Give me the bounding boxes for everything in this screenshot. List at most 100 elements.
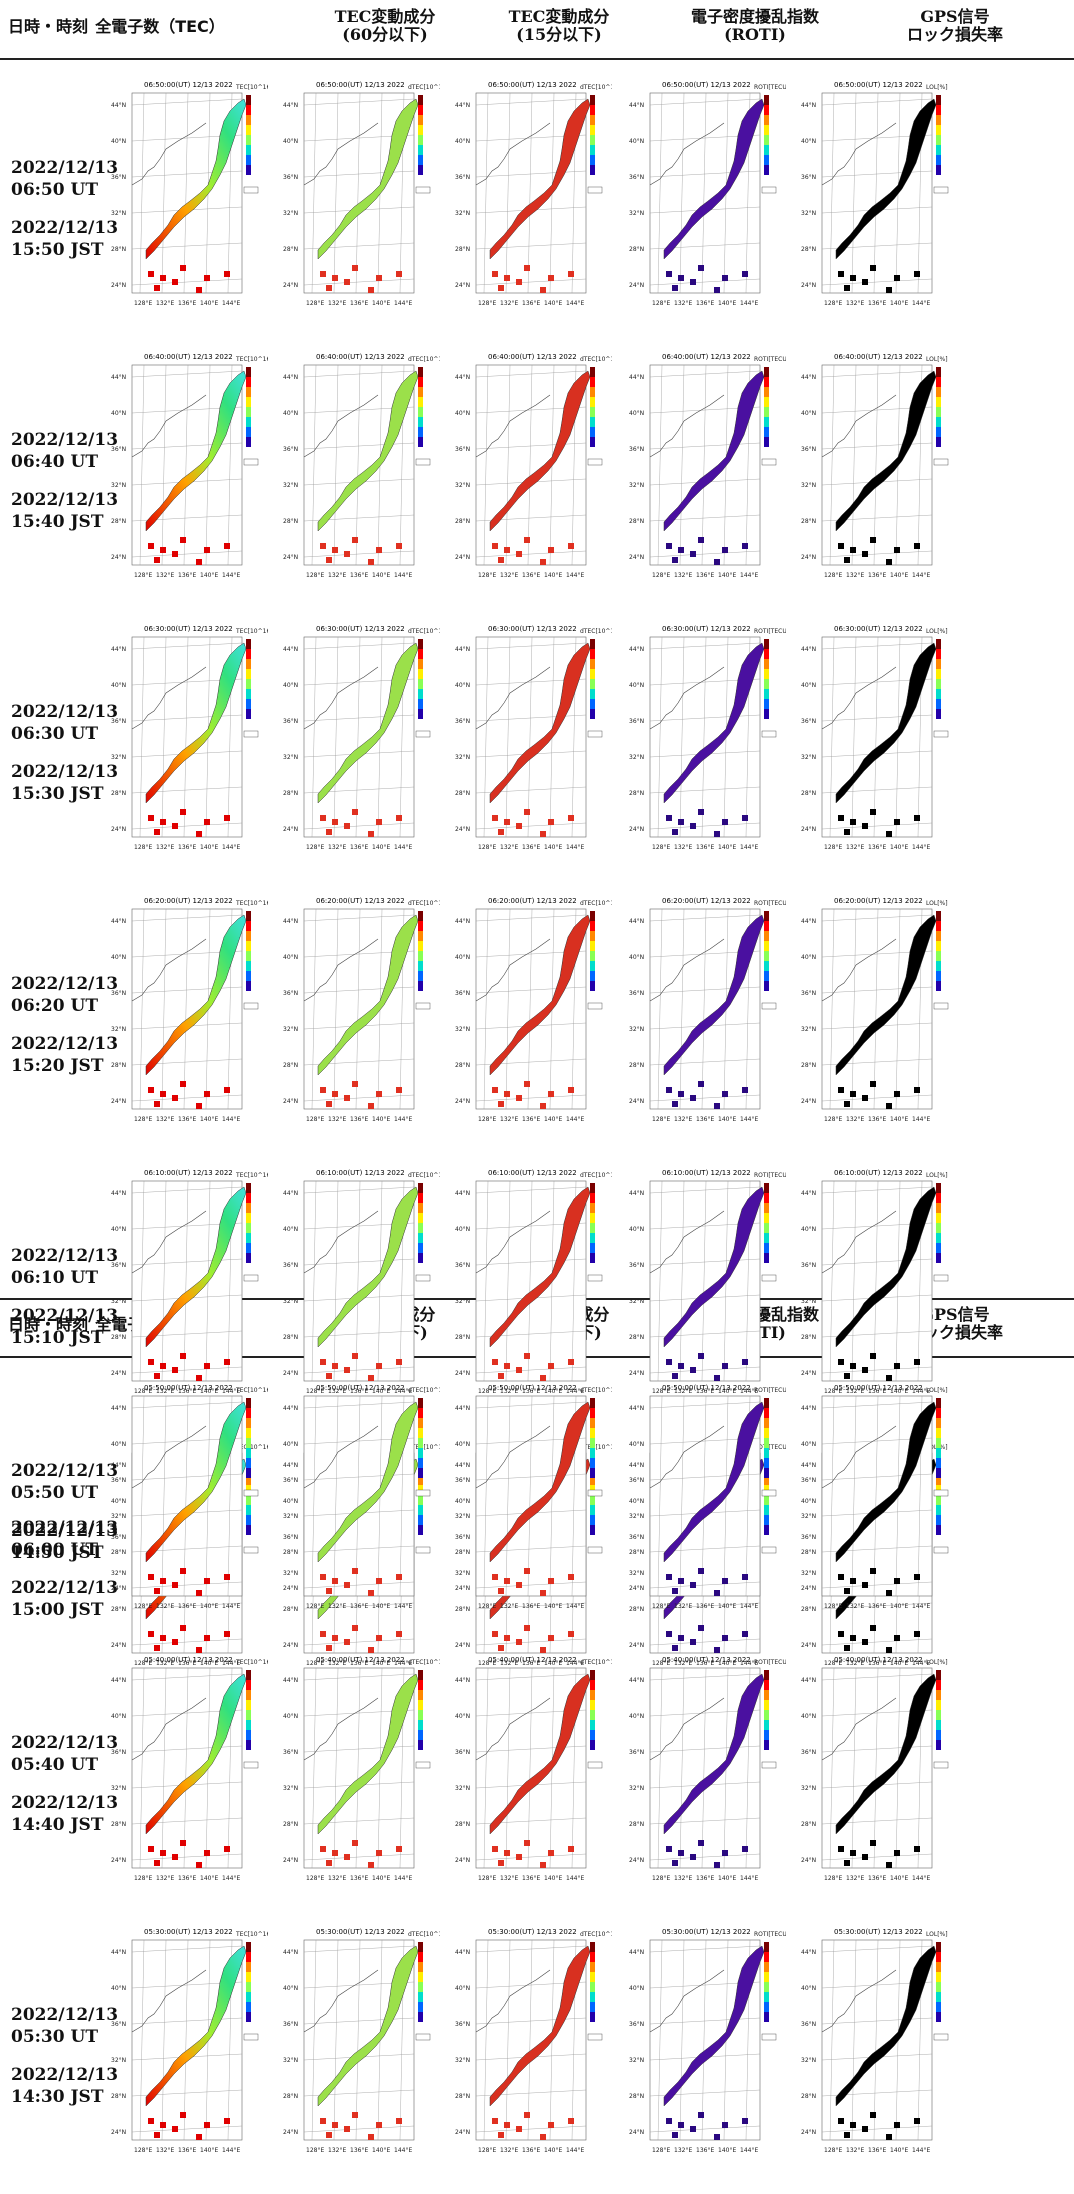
lat-gridline (475, 1186, 587, 1194)
lat-label: 24°N (629, 1642, 644, 1649)
lat-label: 32°N (801, 1570, 816, 1577)
island-cell (224, 271, 230, 277)
lat-gridline (821, 98, 933, 106)
lon-gridline (657, 1180, 663, 1382)
island-cell (154, 1860, 160, 1866)
tec-map: 44°N 40°N 36°N 32°N 28°N 24°N 128°E 132°E 136°E 1… (108, 891, 268, 1131)
island-cell (722, 1091, 728, 1097)
colorbar (764, 639, 769, 719)
colorbar-unit: dTEC[10^16m^-2] (580, 84, 612, 91)
ut-date: 2022/12/13 (11, 1518, 119, 1538)
japan-coverage (317, 914, 419, 1076)
colorbar (418, 1670, 423, 1750)
lon-label: 136°E (350, 844, 368, 851)
lon-gridline (355, 1395, 361, 1597)
lon-label: 128°E (478, 300, 496, 307)
island-cell (870, 1353, 876, 1359)
header-lol-line2: ロック損失率 (906, 25, 1003, 44)
island-cell (498, 1860, 504, 1866)
lat-label: 44°N (283, 646, 298, 653)
japan-coverage (835, 642, 937, 804)
lat-label: 44°N (801, 1405, 816, 1412)
island-cell (540, 287, 546, 293)
lat-label: 36°N (629, 1262, 644, 1269)
lat-label: 44°N (629, 918, 644, 925)
lon-gridline (161, 636, 167, 838)
lon-label: 128°E (824, 1875, 842, 1882)
lat-label: 40°N (629, 1985, 644, 1992)
lon-label: 128°E (478, 1116, 496, 1123)
lon-label: 132°E (500, 1603, 518, 1610)
lat-gridline (475, 642, 587, 650)
island-cell (180, 809, 186, 815)
lat-label: 32°N (283, 754, 298, 761)
island-cell (196, 1647, 202, 1653)
lon-gridline (311, 364, 317, 566)
island-cell (504, 1635, 510, 1641)
lon-label: 144°E (912, 1660, 930, 1667)
header-tec60-line2: (60分以下) (342, 25, 428, 44)
lat-label: 36°N (629, 446, 644, 453)
lon-gridline (505, 364, 511, 566)
colorbar (590, 911, 595, 991)
lon-label: 132°E (156, 1388, 174, 1395)
colorbar (246, 1183, 251, 1263)
lon-gridline (679, 1180, 685, 1382)
island-cell (894, 1363, 900, 1369)
japan-coverage (489, 1186, 591, 1348)
lat-gridline (821, 1673, 933, 1681)
island-cell (204, 1850, 210, 1856)
table-header: 日時・時刻 全電子数（TEC） TEC変動成分 (60分以下) TEC変動成分 … (0, 0, 1074, 60)
lat-gridline (649, 1745, 761, 1753)
lon-label: 128°E (134, 572, 152, 579)
island-cell (180, 2112, 186, 2118)
lon-label: 136°E (696, 2147, 714, 2154)
lat-label: 24°N (111, 1642, 126, 1649)
lat-label: 28°N (283, 1062, 298, 1069)
map-title: 06:40:00(UT) 12/13 2022 (144, 353, 233, 361)
island-cell (548, 1635, 554, 1641)
lon-label: 136°E (696, 300, 714, 307)
colorbar (764, 1398, 769, 1478)
island-cell (742, 1359, 748, 1365)
lon-label: 132°E (846, 1660, 864, 1667)
island-cell (698, 1625, 704, 1631)
lon-label: 136°E (696, 1875, 714, 1882)
lon-label: 128°E (824, 844, 842, 851)
source-box (415, 730, 431, 738)
lon-gridline (701, 1180, 707, 1382)
lat-label: 44°N (629, 1405, 644, 1412)
colorbar-unit: dTEC[10^16m^-2] (580, 1444, 612, 1451)
lon-gridline (851, 1395, 857, 1597)
island-cell (524, 1568, 530, 1574)
lat-gridline (649, 1853, 761, 1861)
lon-label: 136°E (868, 572, 886, 579)
lat-label: 28°N (629, 2093, 644, 2100)
lon-label: 140°E (372, 1875, 390, 1882)
lon-gridline (183, 1667, 189, 1869)
island-cell (524, 1625, 530, 1631)
island-cell (666, 2118, 672, 2124)
lon-gridline (505, 92, 511, 294)
coastline (475, 394, 551, 458)
lon-label: 140°E (890, 1388, 908, 1395)
island-cell (886, 1375, 892, 1381)
island-cell (714, 1590, 720, 1596)
coastline (649, 938, 725, 1002)
island-cell (376, 819, 382, 825)
island-cell (504, 1850, 510, 1856)
island-cell (160, 1578, 166, 1584)
lat-label: 36°N (283, 2021, 298, 2028)
colorbar (936, 639, 941, 719)
island-cell (498, 557, 504, 563)
island-cell (498, 2132, 504, 2138)
coastline (303, 122, 379, 186)
lat-label: 36°N (111, 990, 126, 997)
lat-label: 24°N (455, 826, 470, 833)
lon-label: 128°E (652, 1660, 670, 1667)
lat-label: 40°N (629, 682, 644, 689)
lon-gridline (873, 1667, 879, 1869)
lat-label: 28°N (111, 1334, 126, 1341)
colorbar (936, 1183, 941, 1263)
lat-gridline (303, 1945, 415, 1953)
